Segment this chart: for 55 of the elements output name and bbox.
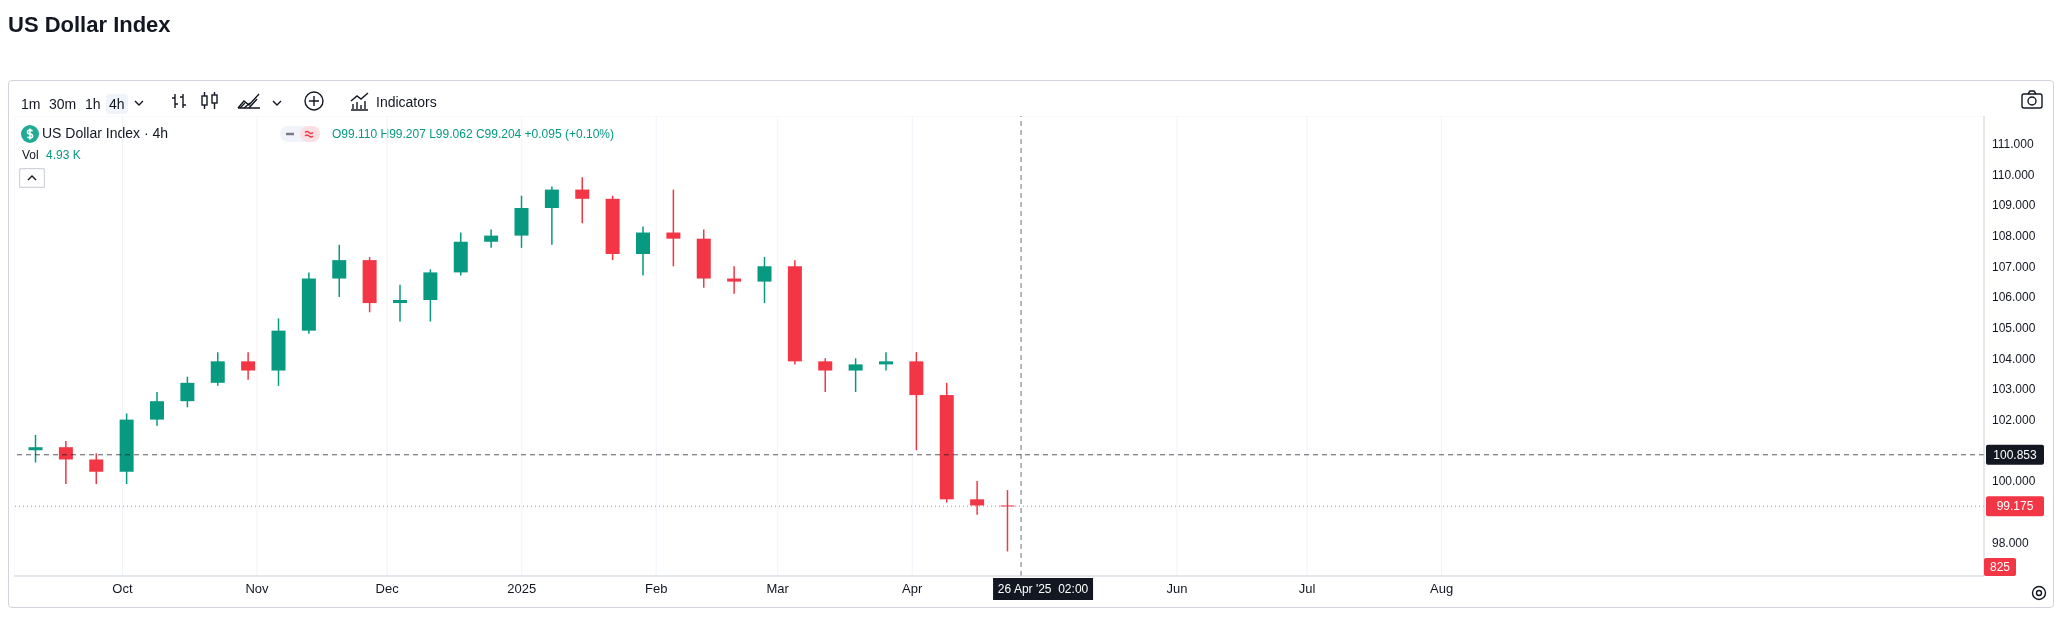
candlestick <box>89 452 104 485</box>
y-tick-label: 102.000 <box>1992 412 2036 427</box>
text: 30m <box>48 95 78 114</box>
x-tick-label: Nov <box>245 581 270 597</box>
y-tick-label: 103.000 <box>1992 382 2036 397</box>
x-tick-label: Feb <box>645 581 668 597</box>
text: 1m <box>20 95 42 114</box>
candlestick <box>210 351 225 387</box>
candlestick <box>727 265 742 295</box>
x-tick-label: 2025 <box>507 581 537 597</box>
annotation: Vol <box>22 148 39 162</box>
x-tick-label: Dec <box>375 581 400 597</box>
candlestick <box>241 351 256 381</box>
candlestick <box>848 357 863 393</box>
text: Indicators <box>376 94 437 110</box>
candlestick <box>757 256 772 304</box>
y-tick-label: 110.000 <box>1992 167 2035 182</box>
candlestick <box>180 375 195 409</box>
x-tick-label: Jun <box>1166 581 1188 597</box>
y-tick-label: 100.000 <box>1992 474 2036 489</box>
ref-line-label: 100.853 <box>1993 447 2038 462</box>
ref-line-label: 26 Apr '25 02:00 <box>997 582 1089 596</box>
y-tick-label: 104.000 <box>1992 351 2036 366</box>
candlestick <box>484 228 499 249</box>
text: 1h <box>84 95 102 114</box>
y-tick-label: 98.000 <box>1992 535 2030 550</box>
y-tick-label: 106.000 <box>1992 290 2036 305</box>
candlestick <box>666 188 681 268</box>
candlestick <box>58 440 73 485</box>
x-tick-label: Jul <box>1298 581 1316 597</box>
candlestick <box>818 357 833 393</box>
y-tick-label: 109.000 <box>1992 198 2036 213</box>
text: 4h <box>106 94 128 114</box>
candlestick <box>544 185 559 246</box>
annotation: US Dollar Index · 4h <box>42 125 169 141</box>
x-tick-label: Aug <box>1430 581 1454 597</box>
y-tick-label: 107.000 <box>1992 259 2036 274</box>
x-tick-label: Oct <box>112 581 133 597</box>
candlestick <box>636 225 650 277</box>
candlestick <box>28 434 43 464</box>
candlestick <box>393 283 407 323</box>
annotation: O99.110 H99.207 L99.062 C99.204 +0.095 (+0.10%) <box>332 127 614 141</box>
x-tick-label: Mar <box>766 581 790 597</box>
text: 825 <box>1984 558 2017 576</box>
x-tick-label: Apr <box>902 581 923 597</box>
chart-title: US Dollar Index <box>8 12 171 38</box>
candlestick <box>878 351 893 372</box>
y-tick-label: 105.000 <box>1992 320 2036 335</box>
y-tick-label: 111.000 <box>1992 136 2034 151</box>
candlestick <box>332 244 347 298</box>
candlestick <box>150 391 165 427</box>
candlestick <box>575 176 590 225</box>
y-tick-label: 108.000 <box>1992 228 2036 243</box>
ref-line-label: 99.175 <box>1996 499 2034 514</box>
annotation: 4.93 K <box>46 148 81 162</box>
